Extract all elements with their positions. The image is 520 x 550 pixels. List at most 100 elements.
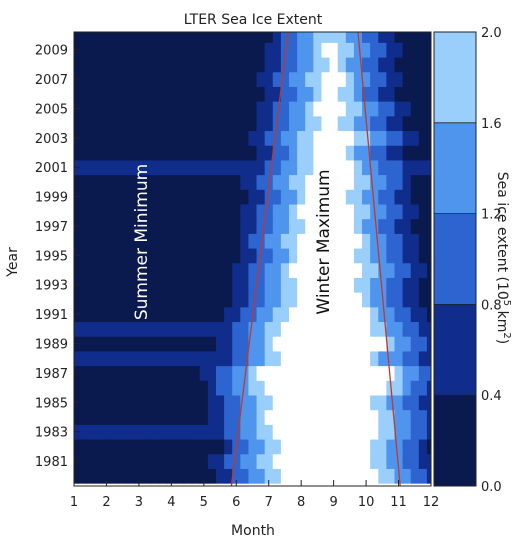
heatmap-cell — [94, 101, 103, 117]
heatmap-cell — [280, 159, 290, 176]
heatmap-cell — [78, 32, 87, 43]
heatmap-cell — [378, 321, 387, 337]
heatmap-cell — [418, 453, 428, 469]
heatmap-cell — [94, 115, 103, 132]
heatmap-cell — [418, 380, 428, 396]
heatmap-cell — [337, 468, 347, 484]
heatmap-cell — [102, 438, 112, 455]
heatmap-cell — [256, 365, 266, 381]
heatmap-cell — [402, 292, 412, 308]
heatmap-cell — [264, 159, 274, 176]
heatmap-cell — [305, 174, 314, 190]
heatmap-cell — [78, 130, 87, 146]
heatmap-cell — [118, 247, 128, 264]
y-tick-label: 2007 — [35, 73, 68, 88]
heatmap-cell — [78, 394, 87, 411]
heatmap-cell — [426, 247, 431, 264]
heatmap-cell — [248, 56, 258, 73]
heatmap-cell — [183, 189, 193, 205]
heatmap-cell — [126, 438, 136, 455]
heatmap-cell — [329, 145, 339, 161]
heatmap-cell — [305, 42, 314, 58]
heatmap-cell — [159, 424, 168, 440]
heatmap-cell — [175, 189, 185, 205]
heatmap-cell — [224, 321, 233, 337]
heatmap-cell — [264, 438, 274, 455]
heatmap-cell — [159, 468, 168, 484]
x-axis-label: Month — [231, 523, 275, 539]
heatmap-cell — [297, 32, 306, 43]
heatmap-cell — [224, 159, 233, 176]
colorbar — [434, 32, 476, 486]
heatmap-cell — [280, 71, 290, 87]
heatmap-cell — [256, 350, 266, 367]
heatmap-cell — [110, 409, 120, 425]
heatmap-cell — [74, 292, 79, 308]
heatmap-cell — [426, 145, 431, 161]
heatmap-cell — [207, 380, 217, 396]
heatmap-cell — [370, 101, 379, 117]
heatmap-cell — [378, 306, 387, 323]
heatmap-cell — [159, 159, 168, 176]
heatmap-cell — [78, 277, 87, 293]
heatmap-cell — [305, 292, 314, 308]
heatmap-cell — [78, 262, 87, 278]
heatmap-cell — [207, 277, 217, 293]
heatmap-cell — [110, 453, 120, 469]
heatmap-cell — [86, 468, 95, 484]
heatmap-cell — [264, 350, 274, 367]
heatmap-cell — [402, 321, 412, 337]
heatmap-cell — [215, 145, 225, 161]
heatmap-cell — [167, 130, 177, 146]
y-tick-label: 2009 — [35, 44, 68, 59]
heatmap-cell — [353, 145, 363, 161]
heatmap-cell — [280, 189, 290, 205]
heatmap-cell — [191, 101, 201, 117]
heatmap-cell — [118, 32, 128, 43]
heatmap-cell — [410, 409, 420, 425]
heatmap-cell — [175, 438, 185, 455]
heatmap-cell — [151, 380, 160, 396]
colorbar-label-main: Sea ice extent (10 — [494, 172, 510, 300]
heatmap-cell — [272, 262, 282, 278]
heatmap-cell — [280, 424, 290, 440]
heatmap-cell — [410, 56, 420, 73]
heatmap-cell — [362, 159, 371, 176]
heatmap-cell — [142, 115, 152, 132]
heatmap-cell — [126, 336, 136, 352]
heatmap-cell — [353, 101, 363, 117]
heatmap-cell — [321, 56, 331, 73]
heatmap-cell — [118, 350, 128, 367]
heatmap-cell — [207, 42, 217, 58]
colorbar-segment — [434, 304, 476, 396]
colorbar-label-exp2: 2 — [501, 332, 512, 338]
heatmap-cell — [151, 262, 160, 278]
heatmap-cell — [272, 321, 282, 337]
heatmap-cell — [394, 262, 404, 278]
heatmap-cell — [410, 277, 420, 293]
heatmap-cell — [159, 321, 168, 337]
heatmap-cell — [159, 409, 168, 425]
heatmap-cell — [248, 336, 258, 352]
heatmap-cell — [394, 380, 404, 396]
heatmap-cell — [167, 115, 177, 132]
heatmap-cell — [402, 468, 412, 484]
heatmap-cell — [215, 262, 225, 278]
heatmap-cell — [151, 424, 160, 440]
heatmap-cell — [86, 218, 95, 234]
heatmap-cell — [297, 277, 306, 293]
heatmap-cell — [264, 394, 274, 411]
heatmap-cell — [386, 365, 396, 381]
heatmap-cell — [191, 424, 201, 440]
heatmap-cell — [280, 453, 290, 469]
heatmap-cell — [370, 262, 379, 278]
heatmap-cell — [256, 115, 266, 132]
heatmap-cell — [426, 321, 431, 337]
heatmap-cell — [297, 42, 306, 58]
heatmap-cell — [313, 277, 323, 293]
heatmap-cell — [264, 468, 274, 484]
heatmap-cell — [118, 86, 128, 102]
heatmap-cell — [94, 277, 103, 293]
heatmap-cell — [329, 174, 339, 190]
heatmap-cell — [353, 56, 363, 73]
